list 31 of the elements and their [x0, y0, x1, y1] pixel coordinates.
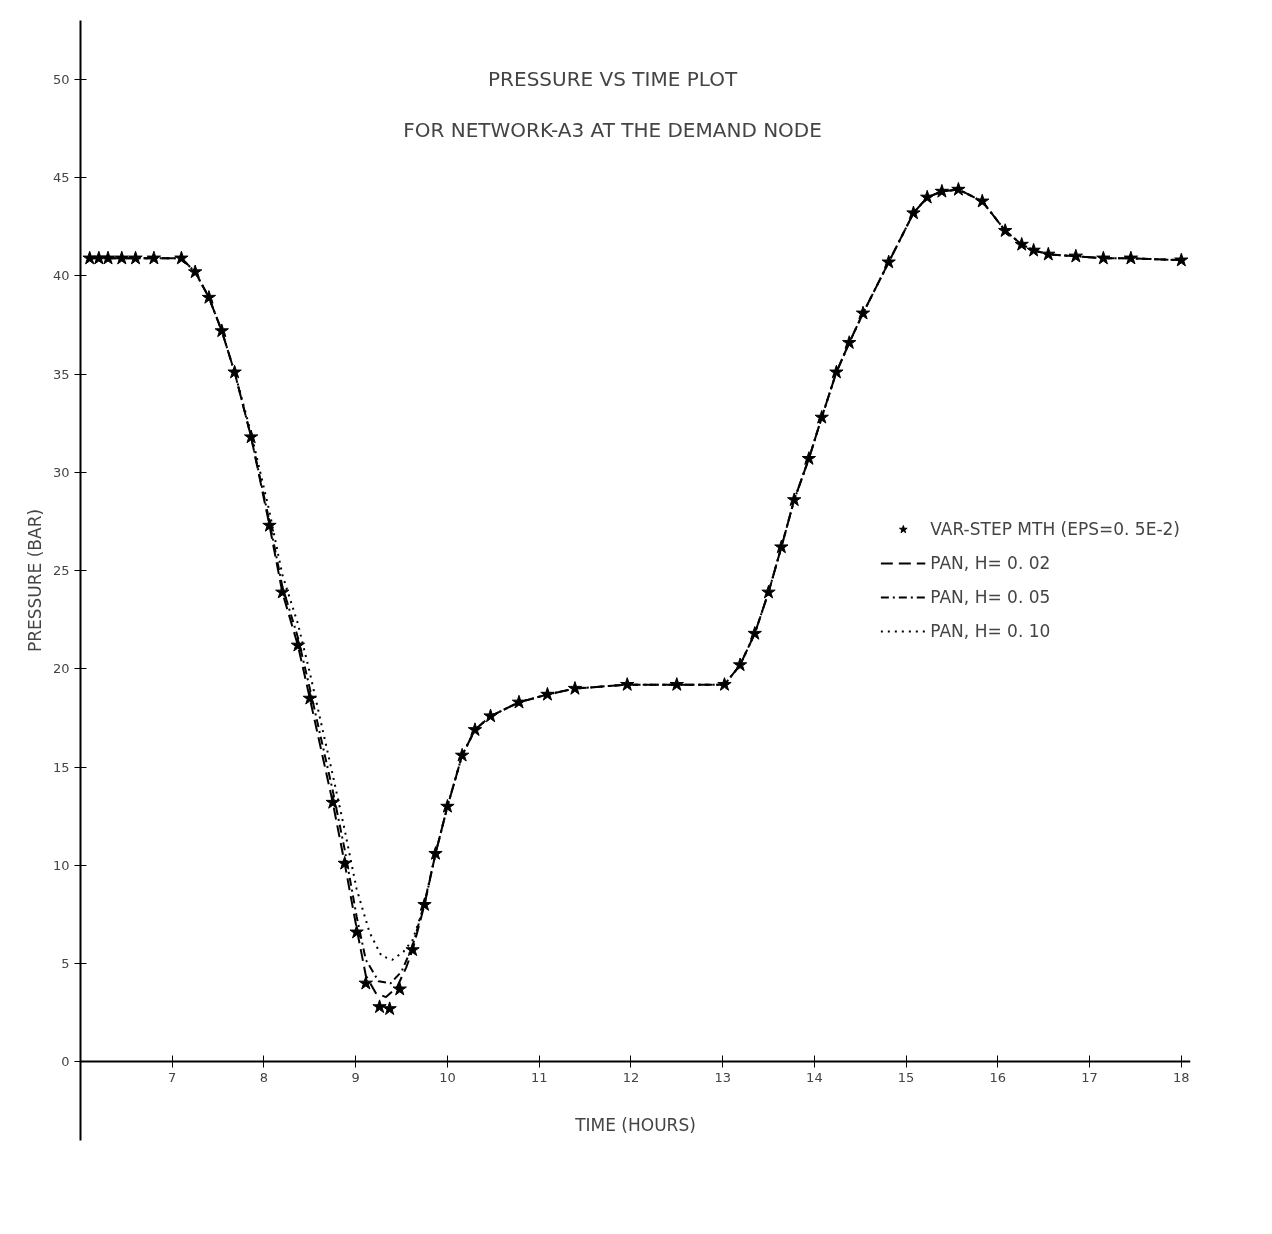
y-tick-label: 20: [52, 661, 70, 677]
text: FOR NETWORK-A3 AT THE DEMAND NODE: [403, 118, 822, 143]
y-tick-label: 45: [52, 170, 70, 186]
legend-label: VAR-STEP MTH (EPS=0. 5E-2): [930, 519, 1180, 539]
x-tick-label: 11: [530, 1069, 548, 1085]
x-tick-label: 13: [714, 1069, 731, 1085]
legend-label: PAN, H= 0. 02: [930, 553, 1051, 573]
x-tick-label: 7: [168, 1069, 177, 1085]
y-tick-label: 50: [52, 71, 70, 87]
y-tick-label: 35: [52, 366, 70, 382]
x-tick-label: 8: [259, 1069, 269, 1085]
x-tick-label: 14: [806, 1069, 823, 1085]
legend-label: PAN, H= 0. 05: [930, 587, 1051, 607]
y-tick-label: 0: [61, 1054, 70, 1070]
x-tick-label: 17: [1081, 1069, 1098, 1085]
y-tick-label: 5: [61, 956, 70, 972]
x-tick-label: 16: [989, 1069, 1007, 1085]
x-tick-label: 9: [351, 1069, 360, 1085]
y-tick-label: 10: [52, 857, 70, 873]
y-tick-label: 30: [52, 464, 70, 480]
y-tick-label: 40: [52, 268, 70, 284]
y-tick-label: 25: [52, 563, 70, 579]
y-tick-label: 15: [52, 759, 70, 775]
x-tick-label: 12: [622, 1069, 640, 1085]
text: PRESSURE VS TIME PLOT: [488, 67, 738, 92]
x-tick-label: 15: [897, 1069, 915, 1085]
y-axis-title: PRESSURE (BAR): [24, 508, 45, 653]
x-tick-label: 10: [439, 1069, 456, 1085]
x-tick-label: 18: [1173, 1069, 1190, 1085]
x-axis-title: TIME (HOURS): [574, 1114, 696, 1135]
legend-label: PAN, H= 0. 10: [930, 621, 1051, 641]
